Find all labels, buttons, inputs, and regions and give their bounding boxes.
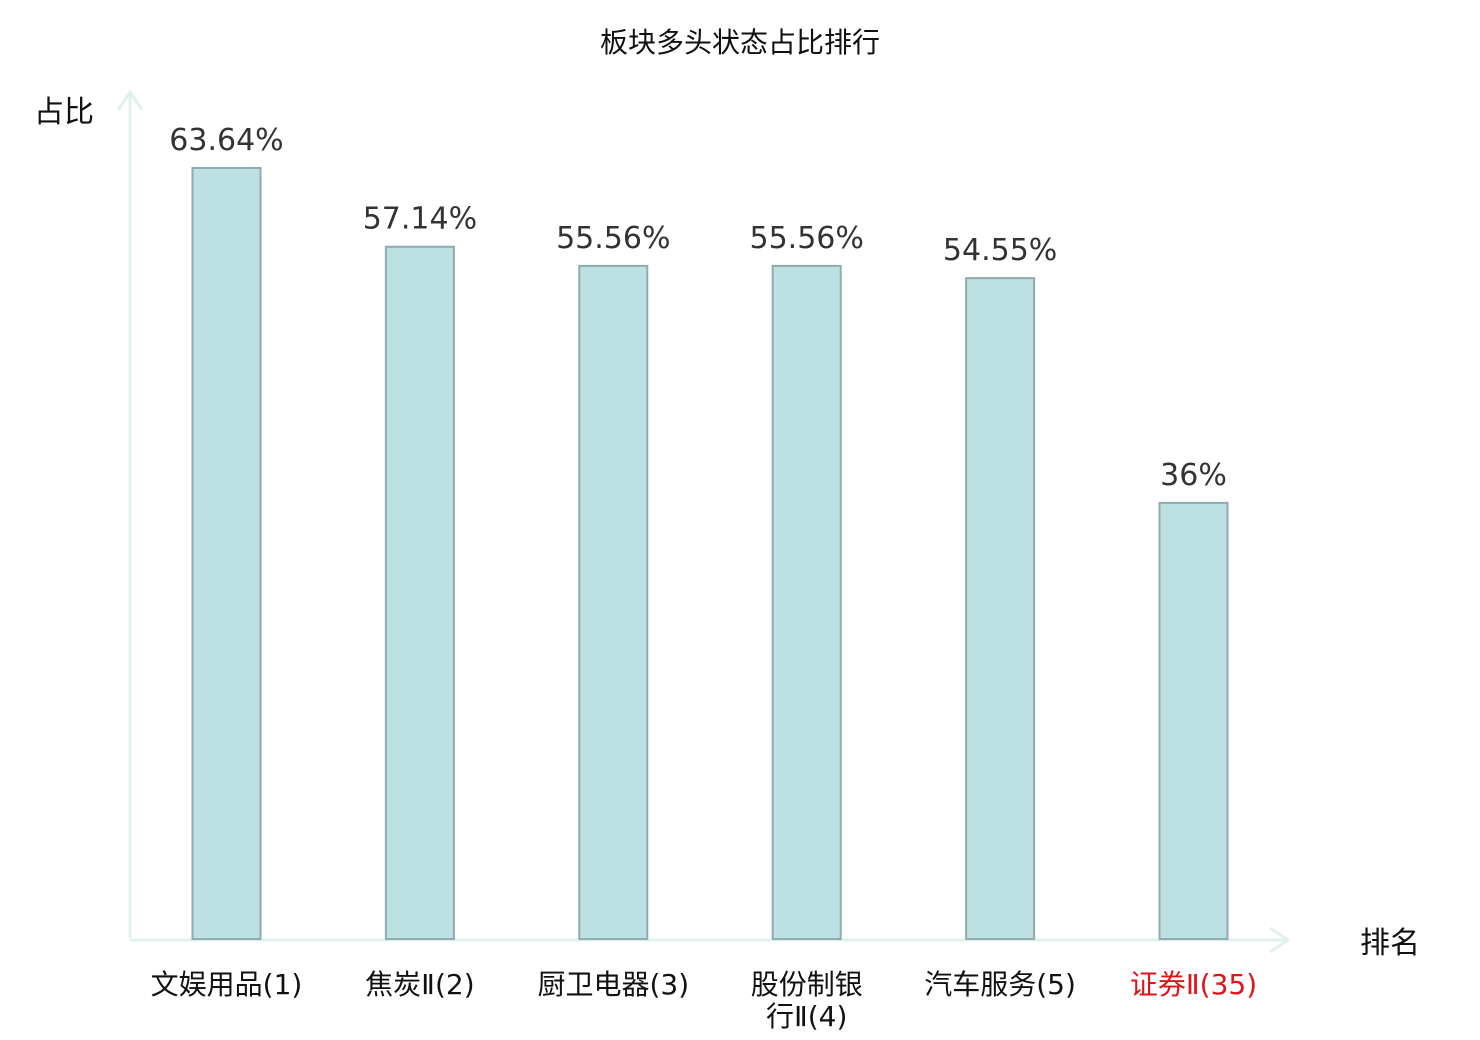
bar-3 bbox=[578, 264, 649, 940]
bar-series bbox=[191, 167, 1229, 941]
category-label-4: 股份制银行Ⅱ(4) bbox=[751, 968, 863, 1033]
value-label-5: 54.55% bbox=[943, 233, 1057, 268]
category-label-5: 汽车服务(5) bbox=[924, 968, 1076, 1001]
bar-4 bbox=[771, 264, 842, 940]
value-label-2: 57.14% bbox=[363, 202, 477, 237]
y-axis bbox=[116, 89, 144, 938]
bar-2 bbox=[384, 245, 455, 941]
category-label-3: 厨卫电器(3) bbox=[537, 968, 689, 1001]
value-label-3: 55.56% bbox=[556, 221, 670, 256]
category-label-6: 证券Ⅱ(35) bbox=[1130, 968, 1257, 1001]
value-label-6: 36% bbox=[1160, 458, 1227, 493]
bar-1 bbox=[191, 167, 262, 940]
value-label-1: 63.64% bbox=[169, 123, 283, 158]
value-labels: 63.64% 57.14% 55.56% 55.56% 54.55% 36% bbox=[169, 123, 1227, 493]
value-label-4: 55.56% bbox=[750, 221, 864, 256]
x-axis-label: 排名 bbox=[1360, 926, 1420, 961]
bar-5 bbox=[965, 277, 1036, 940]
category-label-2: 焦炭Ⅱ(2) bbox=[365, 968, 474, 1001]
x-axis bbox=[130, 926, 1291, 954]
category-label-1: 文娱用品(1) bbox=[151, 968, 303, 1001]
y-axis-label: 占比 bbox=[34, 95, 94, 130]
bar-6 bbox=[1158, 501, 1229, 940]
chart-title: 板块多头状态占比排行 bbox=[600, 26, 880, 59]
category-labels: 文娱用品(1) 焦炭Ⅱ(2) 厨卫电器(3) 股份制银行Ⅱ(4) 汽车服务(5) 证券Ⅱ(… bbox=[151, 968, 1257, 1033]
